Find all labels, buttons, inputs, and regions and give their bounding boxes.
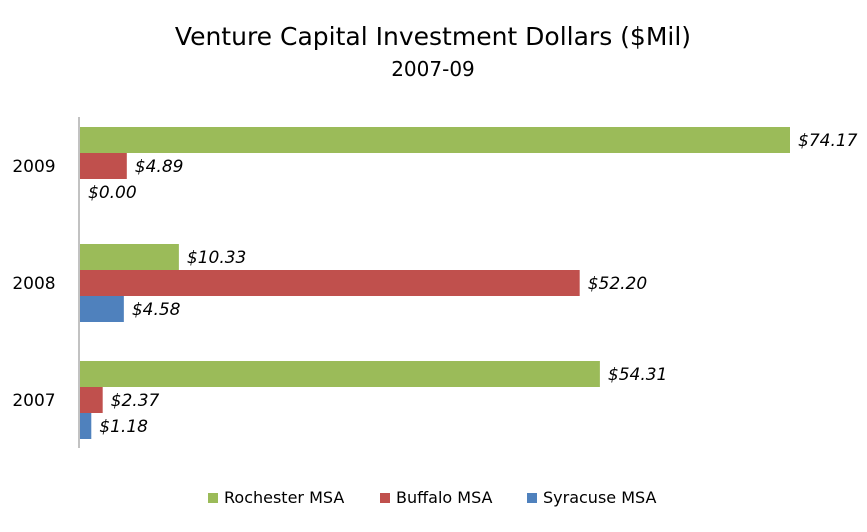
plot-area: 2009 $74.17 $4.89 $0.00 2008 $10.33 $52.20 $4.5… (12, 127, 858, 439)
legend-label: Rochester MSA (224, 488, 344, 507)
legend-swatch (527, 493, 537, 503)
category-label: 2008 (12, 274, 55, 294)
category-label: 2009 (12, 157, 55, 177)
data-label: $52.20 (588, 274, 647, 294)
legend-swatch (380, 493, 390, 503)
data-label: $4.58 (132, 300, 181, 320)
data-label: $0.00 (88, 183, 137, 203)
data-label: $4.89 (135, 157, 184, 177)
data-label: $74.17 (798, 131, 858, 151)
bar (80, 244, 179, 270)
data-label: $2.37 (111, 391, 160, 411)
bar (80, 127, 790, 153)
bar (80, 270, 580, 296)
bar (80, 387, 103, 413)
legend-label: Buffalo MSA (396, 488, 493, 507)
legend: Rochester MSA Buffalo MSA Syracuse MSA (208, 488, 656, 507)
data-label: $10.33 (187, 248, 246, 268)
bar (80, 296, 124, 322)
bar (80, 153, 127, 179)
bar (80, 413, 92, 439)
legend-label: Syracuse MSA (543, 488, 656, 507)
chart-title: Venture Capital Investment Dollars ($Mil… (175, 22, 691, 51)
data-label: $1.18 (99, 417, 148, 437)
category-label: 2007 (12, 391, 55, 411)
data-label: $54.31 (608, 365, 667, 385)
chart-subtitle: 2007-09 (391, 57, 475, 81)
legend-swatch (208, 493, 218, 503)
bar (80, 361, 600, 387)
